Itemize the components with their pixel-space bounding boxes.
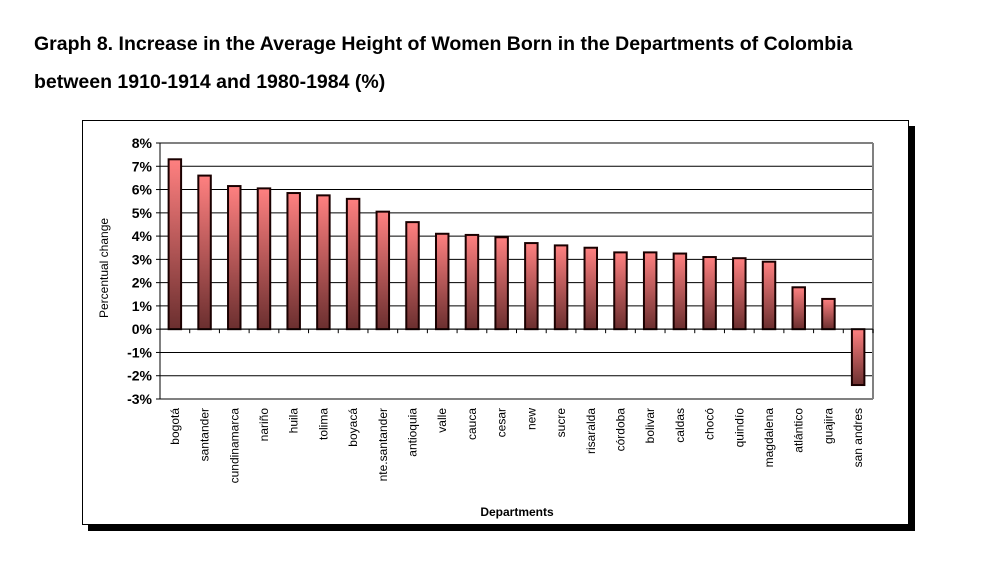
x-tick-label: santander: [198, 408, 212, 461]
bar-córdoba: [613, 251, 628, 331]
y-axis-label: Percentual change: [97, 218, 111, 318]
x-tick-label: magdalena: [762, 408, 776, 468]
x-tick-label: bolivar: [643, 408, 657, 443]
x-tick-label: huila: [287, 408, 301, 434]
bar-atlántico: [791, 286, 806, 331]
chart-title-line2: between 1910-1914 and 1980-1984 (%): [34, 71, 386, 93]
x-tick-labels: bogotá santander cundinamarca nariño huila to…: [168, 329, 874, 484]
bar-san andres: [850, 328, 866, 387]
x-tick-label: cesar: [495, 408, 509, 437]
bar-caldas: [672, 252, 688, 331]
x-tick-label: tolima: [316, 408, 330, 440]
bar-risaralda: [583, 246, 599, 331]
bar-bolivar: [642, 251, 658, 331]
x-tick-label: risaralda: [584, 408, 598, 454]
x-tick-label: caldas: [673, 408, 687, 443]
bar-cesar: [494, 236, 509, 331]
y-tick-label: 3%: [132, 251, 153, 267]
bar-cundinamarca: [227, 185, 242, 331]
bar-bogotá: [167, 158, 183, 331]
x-tick-label: sucre: [554, 408, 568, 438]
bar-santander: [197, 174, 212, 331]
y-tick-label: 8%: [132, 135, 153, 151]
bar-valle: [434, 232, 450, 331]
bar-sucre: [553, 244, 569, 331]
x-tick-label: córdoba: [613, 408, 627, 452]
y-tick-label: 5%: [132, 205, 153, 221]
bar-chocó: [702, 256, 717, 331]
x-tick-label: bogotá: [168, 408, 182, 445]
y-tick-label: -2%: [127, 368, 152, 384]
x-tick-label: nariño: [257, 408, 271, 442]
bar-huila: [286, 192, 301, 331]
x-tick-label: chocó: [703, 408, 717, 440]
x-tick-label: antioquia: [406, 408, 420, 457]
x-tick-label: new: [524, 408, 538, 430]
gridlines: [160, 165, 873, 377]
x-tick-label: san andres: [851, 408, 865, 467]
y-tick-labels: 8% 7% 6% 5% 4% 3% 2% 1% 0% -1% -2% -3%: [127, 135, 160, 407]
x-tick-label: quindío: [732, 408, 746, 448]
x-axis-label: Departments: [480, 505, 554, 519]
bar-cauca: [464, 233, 480, 331]
x-tick-label: cundinamarca: [227, 408, 241, 484]
x-tick-label: nte.santander: [376, 408, 390, 481]
x-tick-label: boyacá: [346, 408, 360, 447]
x-tick-label: cauca: [465, 408, 479, 440]
chart-title-line1: Graph 8. Increase in the Average Height …: [34, 33, 853, 55]
x-tick-label: valle: [435, 408, 449, 433]
y-tick-label: 4%: [132, 228, 153, 244]
y-tick-label: 6%: [132, 182, 153, 198]
bar-new: [524, 242, 539, 331]
bar-guajira: [821, 297, 836, 331]
bar-magdalena: [761, 260, 777, 331]
bar-boyacá: [345, 197, 361, 331]
x-tick-label: guajira: [821, 408, 835, 444]
bars: [167, 158, 866, 387]
bar-antioquia: [405, 221, 420, 331]
bar-nariño: [256, 187, 272, 331]
y-tick-label: 1%: [132, 298, 153, 314]
y-tick-label: -1%: [127, 344, 152, 360]
y-tick-label: 0%: [132, 321, 153, 337]
y-tick-label: 2%: [132, 275, 153, 291]
bar-tolima: [316, 194, 331, 331]
x-tick-label: atlántico: [792, 408, 806, 453]
bar-nte.santander: [375, 210, 391, 331]
y-tick-label: -3%: [127, 391, 152, 407]
y-tick-label: 7%: [132, 158, 153, 174]
bar-quindío: [732, 257, 747, 331]
